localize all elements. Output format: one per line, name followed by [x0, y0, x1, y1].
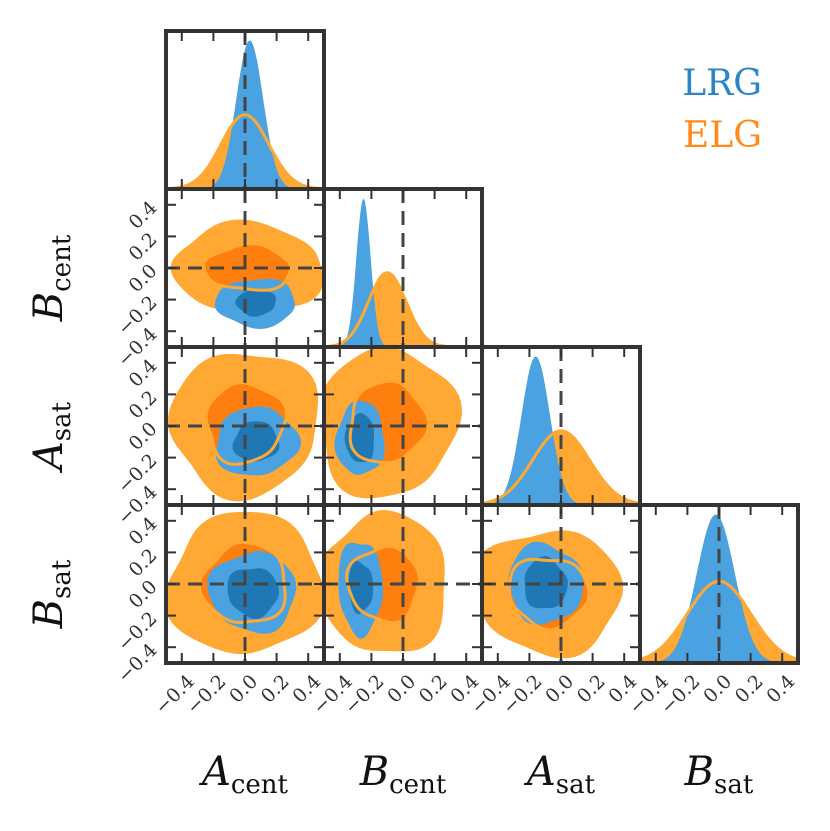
y-axis-label-B_cent: Bcent	[26, 234, 77, 322]
x-tick-label-A_cent: 0.0	[225, 671, 262, 708]
panel-A_sat-A_sat	[480, 345, 642, 507]
x-axis-label-A_cent: Acent	[198, 749, 289, 800]
elg-contour-68-outline	[508, 557, 591, 632]
panel-B_cent-B_cent	[322, 187, 484, 349]
x-tick-label-A_sat: 0.0	[541, 671, 578, 708]
y-tick-label-B_cent: 0.2	[125, 228, 162, 265]
y-tick-label-A_sat: 0.2	[125, 386, 162, 423]
lrg-contour-68	[227, 568, 280, 620]
y-tick-label-B_cent: 0.4	[125, 197, 162, 234]
panel-B_sat-B_sat	[638, 503, 800, 665]
y-axis-label-A_sat: Asat	[26, 401, 77, 474]
panel-A_cent-A_sat	[164, 345, 326, 507]
elg-marginal-outline-A_sat	[482, 429, 640, 505]
panel-frame	[638, 503, 800, 665]
lrg-marginal-B_sat	[640, 514, 798, 663]
x-axis-label-B_cent: Bcent	[359, 749, 447, 800]
elg-contour-68-outline	[348, 379, 431, 465]
panel-A_cent-A_cent	[164, 29, 326, 191]
x-tick-label-B_sat: 0.0	[699, 671, 736, 708]
y-axis-label-B_sat: Bsat	[26, 559, 77, 629]
elg-contour-68-outline	[204, 381, 288, 466]
lrg-marginal-A_sat	[482, 356, 640, 505]
x-tick-label-B_cent: 0.0	[383, 671, 420, 708]
y-tick-label-B_sat: 0.0	[125, 576, 162, 613]
x-axis-label-A_sat: Asat	[523, 749, 596, 800]
elg-marginal-outline-A_cent	[166, 113, 324, 189]
x-tick-label-B_cent: 0.2	[415, 671, 452, 708]
lrg-contour-68	[524, 556, 568, 609]
panel-B_cent-B_sat	[322, 503, 484, 665]
panel-A_sat-B_sat	[480, 503, 642, 665]
x-tick-label-B_sat: 0.2	[731, 671, 768, 708]
legend-lrg: LRG	[682, 63, 762, 104]
y-tick-label-B_sat: 0.2	[125, 544, 162, 581]
y-tick-label-A_sat: 0.0	[125, 418, 162, 455]
x-tick-label-A_sat: 0.2	[573, 671, 610, 708]
elg-contour-68-outline	[202, 242, 293, 292]
panel-B_cent-A_sat	[322, 345, 484, 507]
y-tick-label-B_cent: 0.0	[125, 260, 162, 297]
panel-A_cent-B_sat	[164, 503, 326, 665]
x-axis-label-B_sat: Bsat	[684, 749, 754, 800]
legend-elg: ELG	[683, 115, 762, 156]
elg-contour-68	[203, 243, 291, 291]
x-tick-label-B_sat: 0.4	[762, 671, 799, 708]
panel-A_cent-B_cent	[164, 187, 326, 349]
x-tick-label-A_cent: 0.2	[257, 671, 294, 708]
